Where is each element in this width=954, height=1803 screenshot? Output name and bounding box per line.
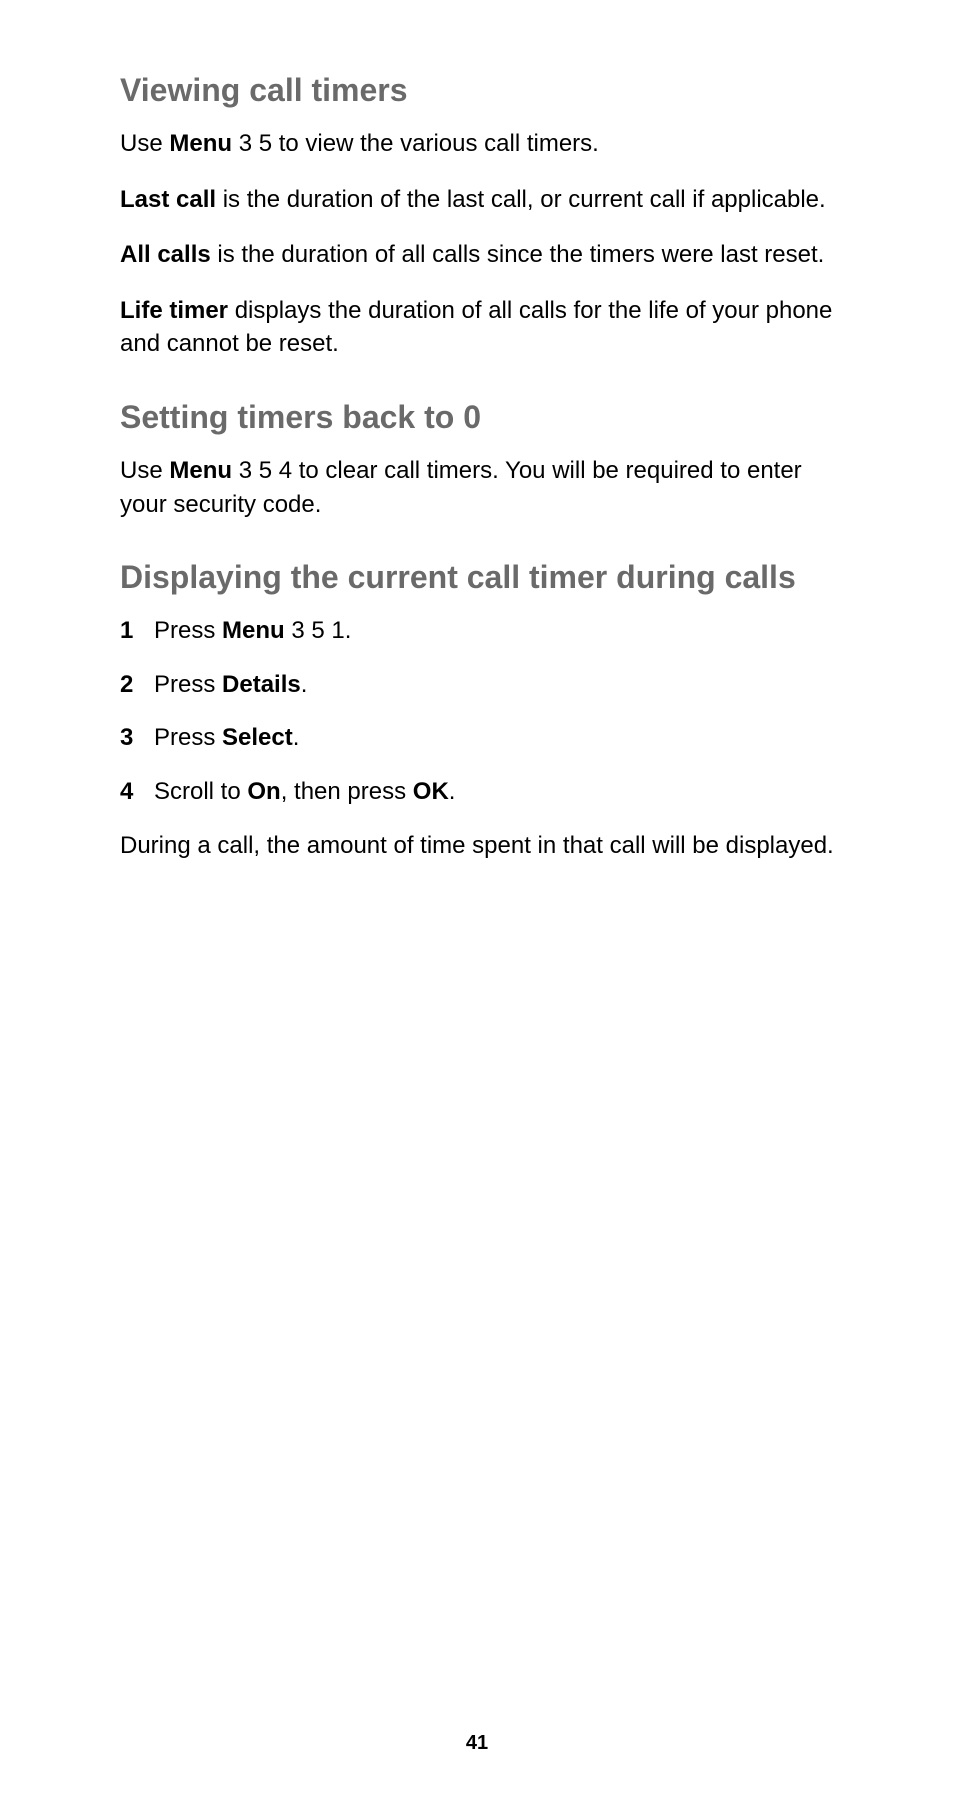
text: Press — [154, 617, 222, 644]
text: Press — [154, 671, 222, 698]
paragraph: Last call is the duration of the last ca… — [120, 183, 834, 217]
step-number: 3 — [120, 721, 154, 755]
bold-text: Select — [222, 724, 293, 751]
heading-displaying-timer: Displaying the current call timer during… — [120, 559, 834, 596]
paragraph: All calls is the duration of all calls s… — [120, 238, 834, 272]
step-item: 3 Press Select. — [120, 721, 834, 755]
bold-text: Menu — [169, 457, 232, 484]
step-number: 1 — [120, 614, 154, 648]
steps-list: 1 Press Menu 3 5 1. 2 Press Details. 3 P… — [120, 614, 834, 808]
paragraph: Use Menu 3 5 4 to clear call timers. You… — [120, 454, 834, 521]
text: . — [301, 671, 308, 698]
bold-text: Details — [222, 671, 301, 698]
page-content: Viewing call timers Use Menu 3 5 to view… — [0, 0, 954, 862]
bold-text: Menu — [222, 617, 285, 644]
step-number: 4 — [120, 775, 154, 809]
step-body: Press Select. — [154, 721, 834, 755]
text: . — [293, 724, 300, 751]
heading-viewing-call-timers: Viewing call timers — [120, 72, 834, 109]
bold-text: On — [247, 778, 280, 805]
text: , then press — [281, 778, 413, 805]
heading-setting-timers: Setting timers back to 0 — [120, 399, 834, 436]
bold-text: Last call — [120, 186, 216, 213]
step-item: 4 Scroll to On, then press OK. — [120, 775, 834, 809]
step-body: Scroll to On, then press OK. — [154, 775, 834, 809]
text: 3 5 1. — [285, 617, 352, 644]
step-number: 2 — [120, 668, 154, 702]
step-body: Press Menu 3 5 1. — [154, 614, 834, 648]
bold-text: All calls — [120, 241, 211, 268]
paragraph: Life timer displays the duration of all … — [120, 294, 834, 361]
text: Use — [120, 457, 169, 484]
text: 3 5 to view the various call timers. — [232, 130, 599, 157]
text: is the duration of the last call, or cur… — [216, 186, 826, 213]
text: . — [449, 778, 456, 805]
bold-text: OK — [413, 778, 449, 805]
paragraph: During a call, the amount of time spent … — [120, 829, 834, 863]
text: is the duration of all calls since the t… — [211, 241, 825, 268]
paragraph: Use Menu 3 5 to view the various call ti… — [120, 127, 834, 161]
step-item: 2 Press Details. — [120, 668, 834, 702]
text: Use — [120, 130, 169, 157]
text: Scroll to — [154, 778, 247, 805]
step-item: 1 Press Menu 3 5 1. — [120, 614, 834, 648]
bold-text: Life timer — [120, 297, 228, 324]
page-number: 41 — [0, 1732, 954, 1755]
text: Press — [154, 724, 222, 751]
step-body: Press Details. — [154, 668, 834, 702]
bold-text: Menu — [169, 130, 232, 157]
